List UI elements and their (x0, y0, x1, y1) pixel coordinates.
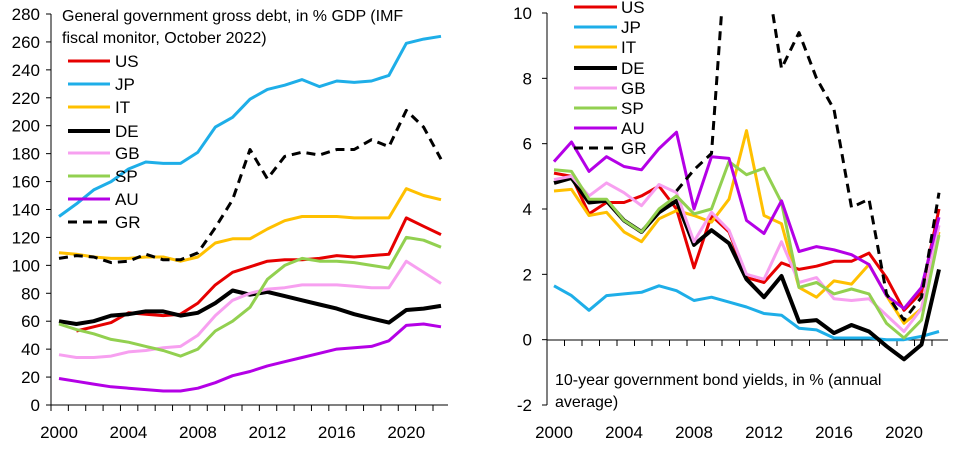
chart-title-line-2: fiscal monitor, October 2022) (62, 30, 267, 47)
legend-label-de: DE (115, 122, 139, 141)
x-tick-label: 2020 (885, 423, 923, 442)
chart-title-line-1: 10-year government bond yields, in % (an… (555, 372, 881, 389)
y-tick-label: 140 (12, 201, 40, 220)
y-tick-label: 280 (12, 5, 40, 24)
y-tick-label: 40 (21, 340, 40, 359)
series-group (552, 12, 941, 362)
series-line-it (58, 187, 442, 263)
chart-title-line-2: average) (555, 394, 618, 411)
x-tick-label: 2016 (815, 423, 853, 442)
x-tick-label: 2012 (745, 423, 783, 442)
y-tick-label: 80 (21, 284, 40, 303)
x-tick-label: 2012 (248, 423, 286, 442)
series-group (58, 34, 443, 393)
y-tick-label: 200 (12, 117, 40, 136)
y-tick-label: 10 (513, 4, 532, 23)
legend-label-us: US (115, 52, 139, 71)
legend-label-it: IT (621, 38, 636, 57)
y-tick-label: 8 (523, 69, 532, 88)
x-tick-label: 2016 (318, 423, 356, 442)
y-tick-label: 6 (523, 135, 532, 154)
series-line-us (553, 171, 941, 312)
y-tick-label: 4 (523, 200, 532, 219)
debt-chart: General government gross debt, in % GDP … (12, 5, 448, 442)
x-tick-label: 2004 (110, 423, 148, 442)
y-tick-label: 100 (12, 256, 40, 275)
legend-label-sp: SP (115, 167, 138, 186)
legend-label-it: IT (115, 98, 130, 117)
series-line-jp (58, 34, 442, 218)
legend-label-sp: SP (621, 99, 644, 118)
y-tick-label: 160 (12, 173, 40, 192)
legend-label-gb: GB (115, 144, 140, 163)
legend-label-us: US (621, 0, 645, 17)
bond-yield-chart: 10-year government bond yields, in % (an… (513, 0, 948, 442)
series-line-au (58, 322, 442, 393)
y-tick-label: -2 (517, 396, 532, 415)
y-tick-label: 20 (21, 368, 40, 387)
y-tick-label: 0 (523, 331, 532, 350)
x-tick-label: 2008 (179, 423, 217, 442)
legend-label-gb: GB (621, 79, 646, 98)
series-line-sp (553, 160, 941, 340)
series-line-au (552, 130, 941, 311)
series-line-sp (58, 235, 442, 358)
x-tick-label: 2008 (675, 423, 713, 442)
x-tick-label: 2000 (40, 423, 78, 442)
series-line-gr (675, 12, 941, 322)
legend-label-gr: GR (621, 139, 647, 158)
series-line-gb (58, 259, 442, 359)
y-tick-label: 240 (12, 61, 40, 80)
x-tick-label: 2004 (605, 423, 643, 442)
y-tick-label: 220 (12, 89, 40, 108)
y-tick-label: 180 (12, 145, 40, 164)
chart-title-line-1: General government gross debt, in % GDP … (62, 8, 403, 25)
y-tick-label: 2 (523, 265, 532, 284)
legend-label-au: AU (621, 119, 645, 138)
y-tick-label: 0 (31, 396, 40, 415)
series-line-gr (58, 108, 443, 265)
legend-label-jp: JP (621, 18, 641, 37)
y-tick-label: 60 (21, 312, 40, 331)
x-tick-label: 2000 (535, 423, 573, 442)
y-tick-label: 260 (12, 33, 40, 52)
legend-label-de: DE (621, 59, 645, 78)
x-tick-label: 2020 (387, 423, 425, 442)
legend-label-gr: GR (115, 213, 141, 232)
y-tick-label: 120 (12, 228, 40, 247)
legend-label-au: AU (115, 190, 139, 209)
legend-label-jp: JP (115, 75, 135, 94)
